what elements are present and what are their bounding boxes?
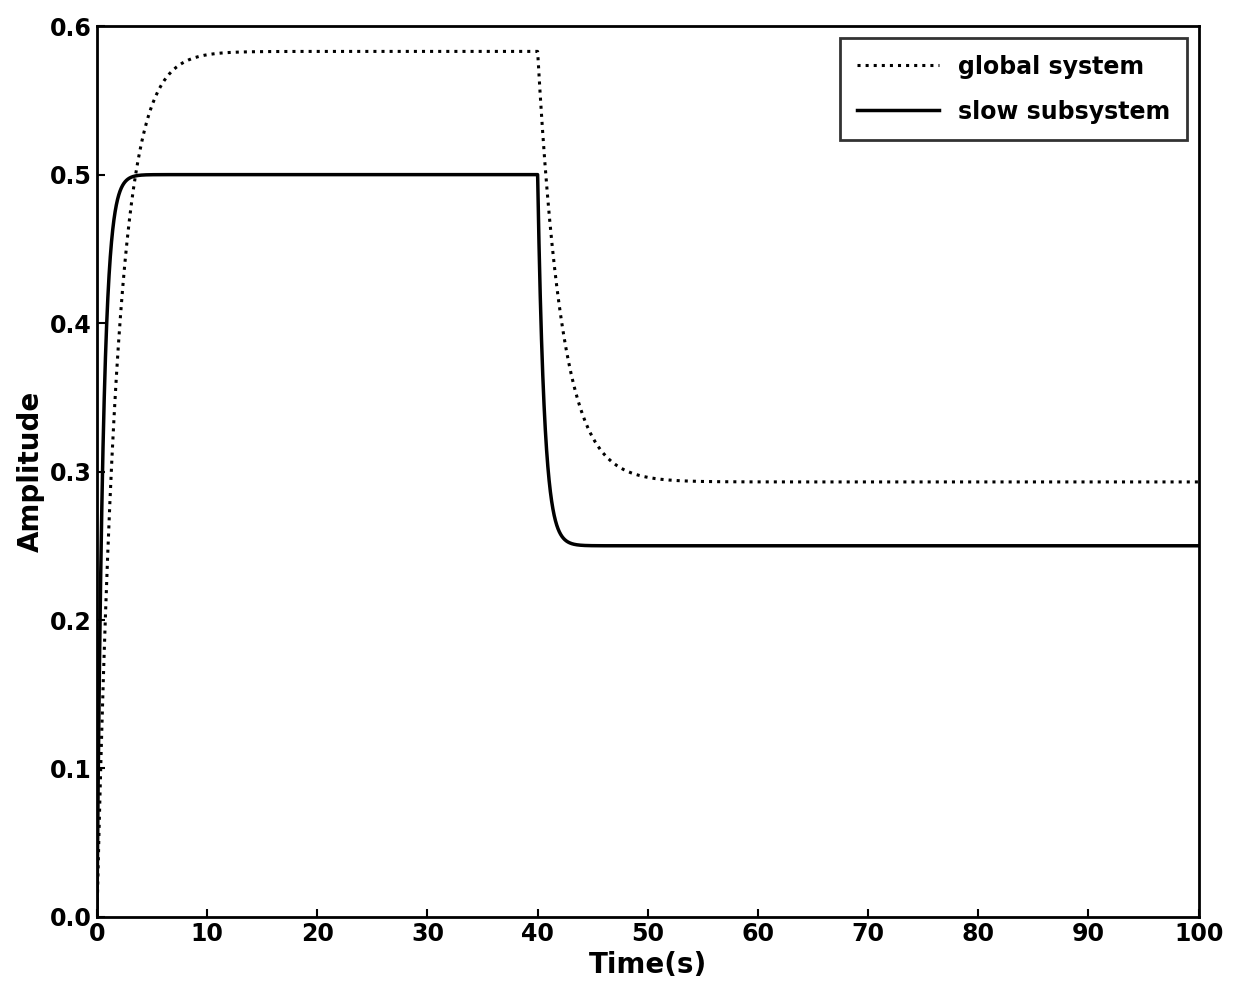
slow subsystem (365, 168, 379, 180)
global system (797, 476, 812, 488)
slow subsystem (1120, 540, 1135, 552)
global system (365, 46, 379, 58)
global system (1120, 476, 1135, 488)
global system (610, 460, 625, 472)
slow subsystem (89, 911, 104, 923)
Line: global system: global system (97, 52, 1199, 917)
Legend: global system, slow subsystem: global system, slow subsystem (839, 38, 1187, 140)
slow subsystem (878, 540, 893, 552)
slow subsystem (797, 540, 812, 552)
global system (1192, 476, 1207, 488)
global system (89, 911, 104, 923)
slow subsystem (316, 168, 331, 180)
slow subsystem (1192, 540, 1207, 552)
slow subsystem (610, 540, 625, 552)
global system (531, 46, 546, 58)
global system (756, 476, 771, 488)
X-axis label: Time(s): Time(s) (589, 951, 707, 979)
slow subsystem (756, 540, 771, 552)
global system (878, 476, 893, 488)
Y-axis label: Amplitude: Amplitude (16, 390, 45, 552)
Line: slow subsystem: slow subsystem (97, 174, 1199, 917)
